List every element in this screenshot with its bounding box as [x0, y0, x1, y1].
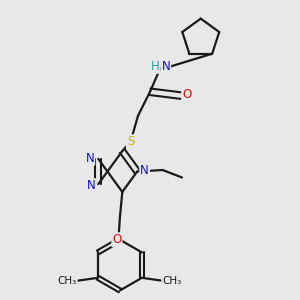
- Text: H: H: [151, 60, 160, 73]
- Text: O: O: [182, 88, 191, 101]
- Text: CH₃: CH₃: [162, 276, 182, 286]
- Text: N: N: [161, 60, 170, 73]
- Text: N: N: [85, 152, 94, 165]
- Text: O: O: [112, 233, 122, 246]
- Text: N: N: [86, 179, 95, 192]
- Text: CH₃: CH₃: [58, 276, 77, 286]
- Text: N: N: [140, 164, 149, 177]
- Text: S: S: [127, 135, 134, 148]
